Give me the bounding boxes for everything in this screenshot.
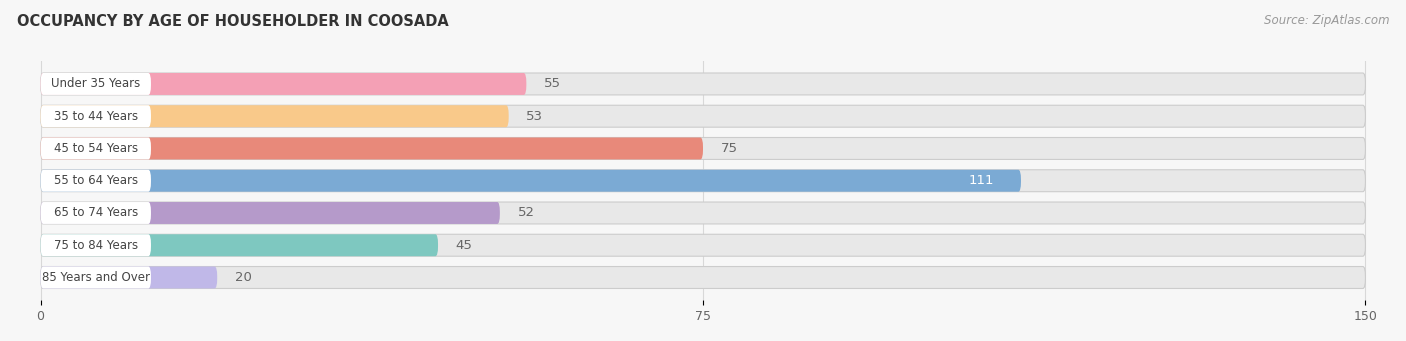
FancyBboxPatch shape: [41, 267, 1365, 288]
FancyBboxPatch shape: [41, 202, 501, 224]
FancyBboxPatch shape: [41, 202, 150, 224]
FancyBboxPatch shape: [41, 234, 1365, 256]
Text: 55: 55: [544, 77, 561, 90]
FancyBboxPatch shape: [41, 137, 1365, 160]
Text: 55 to 64 Years: 55 to 64 Years: [53, 174, 138, 187]
Text: 85 Years and Over: 85 Years and Over: [42, 271, 150, 284]
FancyBboxPatch shape: [41, 105, 150, 127]
Text: Under 35 Years: Under 35 Years: [51, 77, 141, 90]
Text: 75: 75: [721, 142, 738, 155]
FancyBboxPatch shape: [41, 234, 150, 256]
FancyBboxPatch shape: [41, 202, 1365, 224]
FancyBboxPatch shape: [41, 170, 150, 192]
Text: 111: 111: [969, 174, 994, 187]
Text: 20: 20: [235, 271, 252, 284]
Text: 53: 53: [526, 110, 543, 123]
FancyBboxPatch shape: [41, 267, 217, 288]
FancyBboxPatch shape: [41, 73, 526, 95]
Text: 75 to 84 Years: 75 to 84 Years: [53, 239, 138, 252]
FancyBboxPatch shape: [41, 105, 1365, 127]
Text: 65 to 74 Years: 65 to 74 Years: [53, 207, 138, 220]
FancyBboxPatch shape: [41, 105, 509, 127]
FancyBboxPatch shape: [41, 73, 1365, 95]
FancyBboxPatch shape: [41, 170, 1021, 192]
FancyBboxPatch shape: [41, 170, 1365, 192]
FancyBboxPatch shape: [41, 73, 150, 95]
Text: 52: 52: [517, 207, 534, 220]
Text: Source: ZipAtlas.com: Source: ZipAtlas.com: [1264, 14, 1389, 27]
Text: 35 to 44 Years: 35 to 44 Years: [53, 110, 138, 123]
FancyBboxPatch shape: [41, 137, 703, 160]
FancyBboxPatch shape: [41, 137, 150, 160]
Text: 45 to 54 Years: 45 to 54 Years: [53, 142, 138, 155]
FancyBboxPatch shape: [41, 234, 439, 256]
Text: 45: 45: [456, 239, 472, 252]
Text: OCCUPANCY BY AGE OF HOUSEHOLDER IN COOSADA: OCCUPANCY BY AGE OF HOUSEHOLDER IN COOSA…: [17, 14, 449, 29]
FancyBboxPatch shape: [41, 267, 150, 288]
